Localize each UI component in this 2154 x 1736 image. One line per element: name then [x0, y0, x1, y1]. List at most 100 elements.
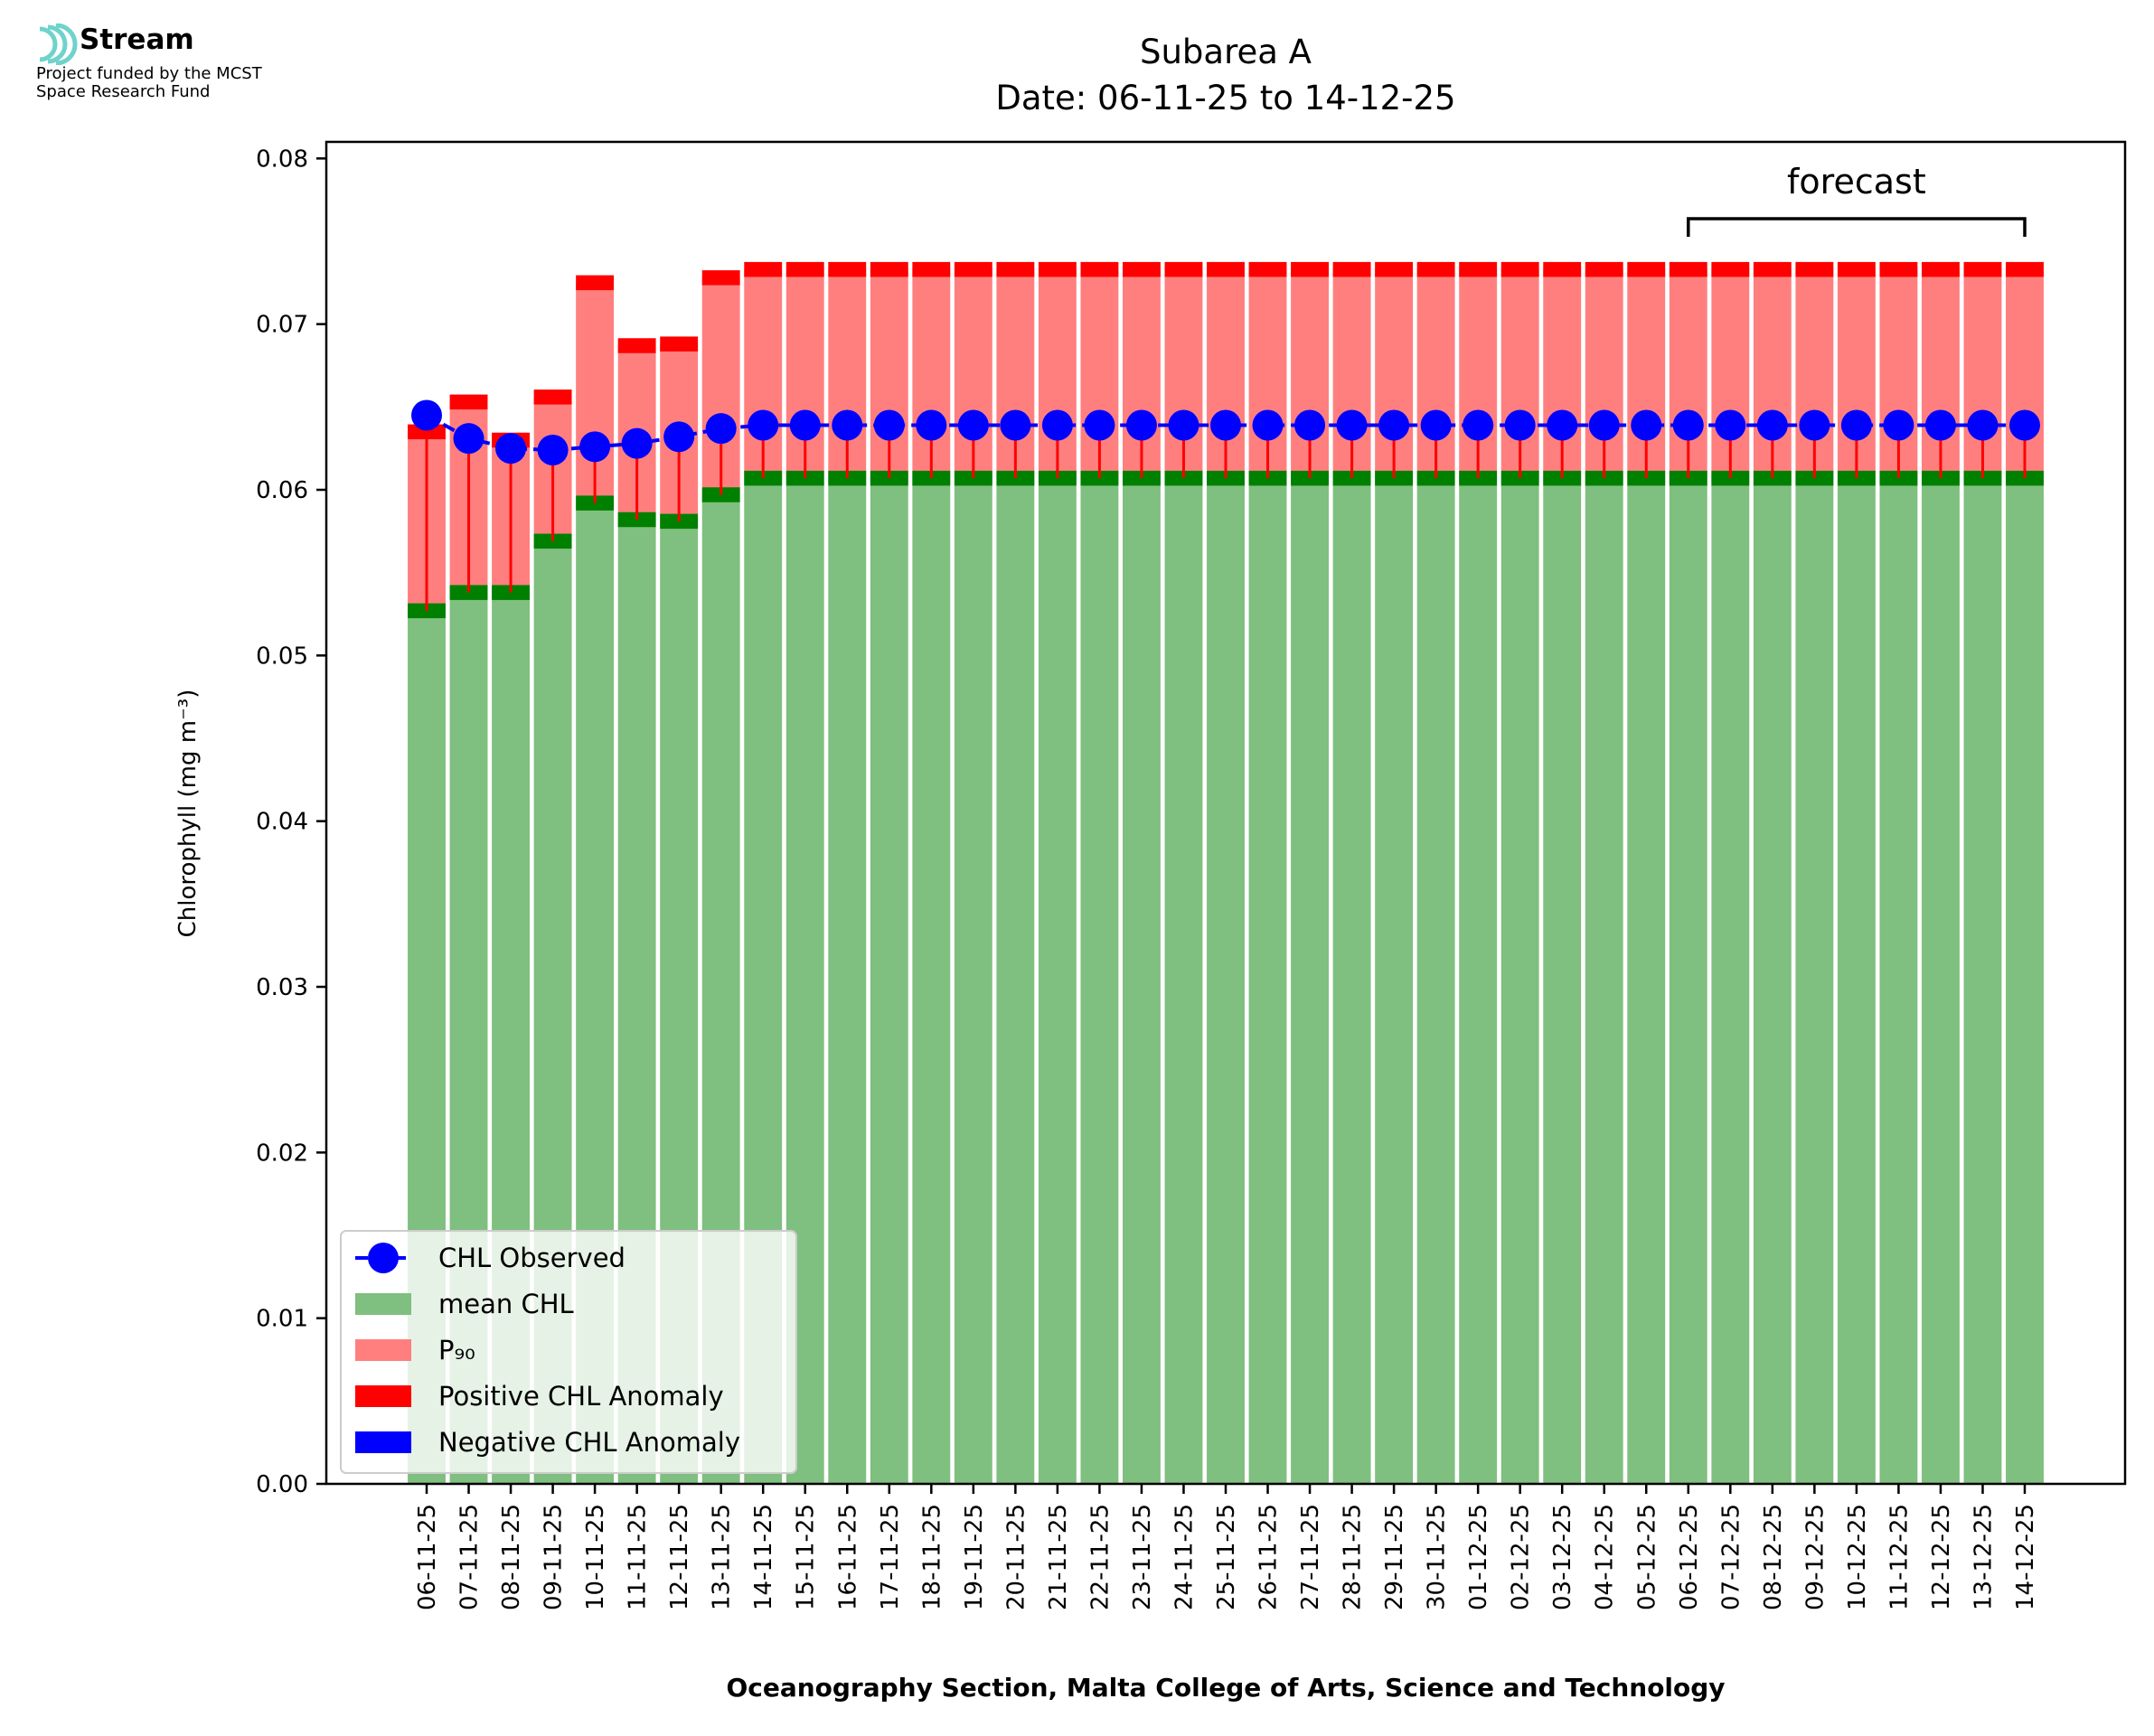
mean-bar: [1795, 478, 1834, 1484]
mean-bar: [1711, 478, 1750, 1484]
p90-band: [617, 338, 656, 353]
mean-bar: [1080, 478, 1119, 1484]
p90-band: [828, 261, 867, 277]
x-tick-label: 23-11-25: [1129, 1504, 1156, 1610]
observed-point: [1463, 409, 1494, 441]
p90-band: [1375, 261, 1414, 277]
x-tick-label: 22-11-25: [1086, 1504, 1114, 1610]
observed-point: [832, 409, 863, 441]
y-axis-label: Chlorophyll (mg m⁻³): [174, 690, 202, 938]
mean-bar: [912, 478, 951, 1484]
legend-observed-label: CHL Observed: [438, 1243, 626, 1273]
observed-point: [663, 421, 695, 453]
x-tick-label: 08-12-25: [1760, 1504, 1787, 1610]
observed-point: [1756, 409, 1788, 441]
x-tick-label: 06-11-25: [414, 1504, 441, 1610]
x-axis: 06-11-25 07-11-25 08-11-25 09-11-25 10-11-25…: [414, 1484, 2039, 1610]
p90-band: [1248, 261, 1287, 277]
mean-bar: [1585, 478, 1623, 1484]
mean-bar: [1879, 478, 1918, 1484]
p90-band: [1543, 261, 1582, 277]
observed-point: [1715, 409, 1746, 441]
observed-point: [1547, 409, 1578, 441]
p90-band: [1332, 261, 1371, 277]
x-tick-label: 30-11-25: [1424, 1504, 1451, 1610]
observed-point: [957, 409, 989, 441]
chart-subtitle: Date: 06-11-25 to 14-12-25: [995, 79, 1455, 117]
mean-bar: [1207, 478, 1245, 1484]
x-tick-label: 09-11-25: [541, 1504, 568, 1610]
legend-p90-swatch: [355, 1339, 411, 1361]
p90-band: [1837, 261, 1876, 277]
p90-band: [1459, 261, 1498, 277]
y-tick-label: 0.07: [256, 312, 308, 339]
p90-band: [1500, 261, 1539, 277]
y-tick-label: 0.06: [256, 477, 308, 504]
observed-point: [1336, 409, 1368, 441]
x-tick-label: 15-11-25: [793, 1504, 820, 1610]
x-tick-label: 03-12-25: [1549, 1504, 1576, 1610]
observed-point: [495, 433, 527, 464]
p90-band: [785, 261, 824, 277]
observed-point: [916, 409, 947, 441]
mean-bar: [1459, 478, 1498, 1484]
observed-point: [1084, 409, 1115, 441]
x-tick-label: 19-11-25: [961, 1504, 988, 1610]
logo-line-2: Space Research Fund: [36, 82, 211, 101]
observed-point: [1924, 409, 1956, 441]
p90-band: [1164, 261, 1203, 277]
x-tick-label: 28-11-25: [1340, 1504, 1367, 1610]
x-tick-label: 11-11-25: [625, 1504, 652, 1610]
p90-band: [1038, 261, 1077, 277]
forecast-bracket: [1687, 217, 2027, 237]
p90-band: [1795, 261, 1834, 277]
observed-point: [1799, 409, 1830, 441]
p90-band: [1080, 261, 1119, 277]
observed-point: [1840, 409, 1872, 441]
mean-bar: [1332, 478, 1371, 1484]
x-tick-label: 17-11-25: [877, 1504, 904, 1610]
p90-band: [1627, 261, 1666, 277]
observed-point: [2009, 409, 2040, 441]
observed-point: [1252, 409, 1284, 441]
mean-bar: [954, 478, 992, 1484]
p90-band: [449, 394, 488, 410]
p90-band: [1585, 261, 1623, 277]
observed-point: [1672, 409, 1704, 441]
mean-bar: [2006, 478, 2044, 1484]
legend-observed-marker: [368, 1243, 399, 1273]
y-tick-label: 0.03: [256, 974, 308, 1001]
mean-bar: [1627, 478, 1666, 1484]
observed-point: [1967, 409, 1999, 441]
forecast-label: forecast: [1787, 162, 1926, 202]
x-tick-label: 07-11-25: [456, 1504, 484, 1610]
legend-p90-label: P₉₀: [438, 1335, 475, 1365]
x-tick-label: 12-11-25: [666, 1504, 693, 1610]
mean-bar: [828, 478, 867, 1484]
x-tick-label: 12-12-25: [1928, 1504, 1955, 1610]
legend-mean-label: mean CHL: [438, 1289, 574, 1319]
y-tick-label: 0.02: [256, 1140, 308, 1167]
x-tick-label: 04-12-25: [1592, 1504, 1619, 1610]
mean-bar: [1837, 478, 1876, 1484]
observed-point: [1504, 409, 1536, 441]
observed-point: [621, 427, 653, 459]
x-tick-label: 11-12-25: [1886, 1504, 1913, 1610]
p90-band: [1123, 261, 1161, 277]
x-tick-label: 09-12-25: [1801, 1504, 1829, 1610]
x-tick-label: 06-12-25: [1676, 1504, 1703, 1610]
p90-band: [701, 270, 740, 286]
p90-band: [996, 261, 1035, 277]
x-tick-label: 24-11-25: [1171, 1504, 1198, 1610]
y-axis: 0.00 0.01 0.02 0.03 0.04 0.05 0.06 0.07 0.08: [256, 145, 326, 1498]
mean-bar: [1291, 478, 1329, 1484]
x-tick-label: 26-11-25: [1256, 1504, 1283, 1610]
observed-series: [411, 399, 2040, 465]
chart-title: Subarea A: [1140, 33, 1312, 71]
observed-point: [789, 409, 821, 441]
x-tick-label: 16-11-25: [834, 1504, 861, 1610]
mean-bar: [1500, 478, 1539, 1484]
p90-band: [533, 389, 572, 405]
observed-point: [1588, 409, 1620, 441]
x-tick-label: 01-12-25: [1465, 1504, 1492, 1610]
